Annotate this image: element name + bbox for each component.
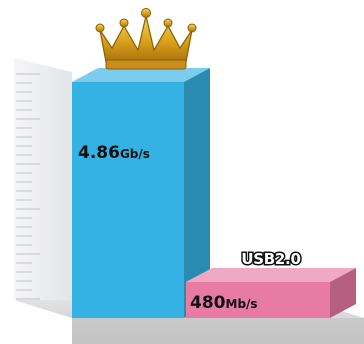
category-label: USB2.0 [241, 250, 300, 268]
crown-icon [95, 8, 197, 70]
bars-layer: 4.86Gb/sUSB3.0480Mb/s USB2.0 [72, 49, 356, 318]
bar-top-face [72, 68, 210, 82]
back-wall [14, 58, 72, 318]
bar-usb3-0: 4.86Gb/sUSB3.0 [72, 49, 210, 318]
bar-front-face [186, 282, 330, 318]
floor-edge [72, 318, 364, 344]
bar-usb2-0: 480Mb/s USB2.0 [186, 249, 356, 318]
bar-side-face [330, 268, 356, 318]
bar-value-label: 4.86Gb/s [78, 143, 150, 163]
bar-top-face [186, 268, 356, 282]
bar-value-label: 480Mb/s [190, 293, 258, 313]
bar-front-face [72, 82, 184, 318]
ruler-ticks [16, 73, 40, 300]
bar-side-face [184, 68, 210, 318]
